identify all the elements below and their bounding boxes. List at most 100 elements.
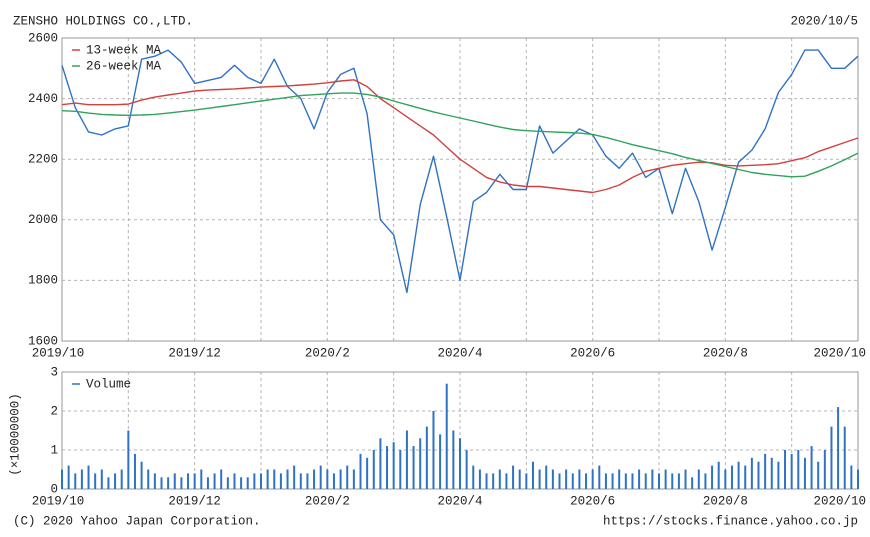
volume-bar <box>837 407 840 489</box>
volume-bar <box>565 469 568 489</box>
volume-bar <box>591 469 594 489</box>
volume-bar <box>843 426 846 489</box>
x-tick-label: 2020/4 <box>437 346 482 360</box>
volume-bar <box>638 469 641 489</box>
volume-bar <box>160 477 163 489</box>
volume-bar <box>677 473 680 489</box>
x-tick-label: 2020/2 <box>305 346 350 360</box>
volume-bar <box>412 446 415 489</box>
volume-bar <box>744 465 747 489</box>
legend-label: Volume <box>86 377 131 391</box>
price-line <box>61 49 859 294</box>
volume-bar <box>386 446 389 489</box>
volume-bar <box>140 461 143 489</box>
x-tick-label: 2020/6 <box>570 494 615 508</box>
y-tick-label: 2200 <box>28 152 58 166</box>
volume-bar <box>419 438 422 489</box>
volume-bar <box>319 465 322 489</box>
volume-bar <box>611 473 614 489</box>
volume-bar <box>94 473 97 489</box>
volume-bar <box>359 453 362 489</box>
volume-bar <box>114 473 117 489</box>
volume-bar <box>167 477 170 489</box>
x-tick-label: 2019/10 <box>32 494 85 508</box>
volume-bar <box>187 473 190 489</box>
volume-bar <box>784 450 787 489</box>
price-line <box>61 79 859 194</box>
volume-bar <box>87 465 90 489</box>
volume-bar <box>492 473 495 489</box>
volume-bar <box>226 477 229 489</box>
volume-bar <box>730 465 733 489</box>
volume-bar <box>512 465 515 489</box>
volume-bar <box>810 446 813 489</box>
volume-bar <box>332 473 335 489</box>
volume-bar <box>339 469 342 489</box>
volume-bar <box>80 469 83 489</box>
volume-bar <box>777 461 780 489</box>
volume-bar <box>711 465 714 489</box>
volume-bar <box>803 457 806 489</box>
volume-bar <box>266 469 269 489</box>
company-title: ZENSHO HOLDINGS CO.,LTD. <box>13 14 193 28</box>
y-tick-label: 2 <box>50 404 58 418</box>
volume-bar <box>697 469 700 489</box>
volume-bar <box>551 469 554 489</box>
volume-bar <box>704 473 707 489</box>
volume-bar <box>518 469 521 489</box>
volume-bar <box>180 477 183 489</box>
price-line <box>61 92 859 178</box>
volume-bar <box>439 434 442 489</box>
volume-bar <box>346 465 349 489</box>
volume-bar <box>153 473 156 489</box>
volume-bar <box>200 469 203 489</box>
volume-bar <box>857 469 859 489</box>
x-tick-label: 2020/10 <box>813 494 866 508</box>
volume-bar <box>850 465 853 489</box>
volume-bar <box>306 473 309 489</box>
volume-bar <box>445 383 448 489</box>
volume-bar <box>452 430 455 489</box>
volume-bar <box>631 473 634 489</box>
plot-frame <box>61 37 859 342</box>
volume-bar <box>472 465 475 489</box>
x-tick-label: 2019/12 <box>168 346 221 360</box>
y-tick-label: 2600 <box>28 31 58 45</box>
volume-bar <box>684 469 687 489</box>
volume-bar <box>485 473 488 489</box>
volume-bar <box>717 461 720 489</box>
volume-bar <box>757 461 760 489</box>
volume-bar <box>624 473 627 489</box>
x-tick-label: 2020/8 <box>703 494 748 508</box>
volume-bar <box>505 473 508 489</box>
volume-bar <box>498 469 501 489</box>
volume-bar <box>764 453 767 489</box>
volume-bar <box>478 469 481 489</box>
y-tick-label: 0 <box>50 482 58 496</box>
x-tick-label: 2020/6 <box>570 346 615 360</box>
x-tick-label: 2020/10 <box>813 346 866 360</box>
volume-bar <box>260 473 262 489</box>
volume-bar <box>326 469 329 489</box>
volume-bar <box>724 469 727 489</box>
volume-bar <box>823 450 826 489</box>
volume-bar <box>133 453 136 489</box>
volume-bar <box>459 438 461 489</box>
volume-bar <box>120 469 123 489</box>
volume-bar <box>273 469 276 489</box>
y-axis-label: (×10000000) <box>8 393 22 476</box>
volume-bar <box>240 477 243 489</box>
volume-bar <box>618 469 621 489</box>
volume-bar <box>465 450 468 489</box>
volume-bar <box>206 477 209 489</box>
volume-bar <box>213 473 216 489</box>
volume-bar <box>797 450 800 489</box>
volume-bar <box>352 469 355 489</box>
y-tick-label: 2400 <box>28 92 58 106</box>
x-tick-label: 2020/4 <box>437 494 482 508</box>
x-tick-label: 2020/2 <box>305 494 350 508</box>
volume-bar <box>127 430 130 489</box>
volume-bar <box>366 457 369 489</box>
volume-bar <box>770 457 773 489</box>
volume-bar <box>293 465 296 489</box>
